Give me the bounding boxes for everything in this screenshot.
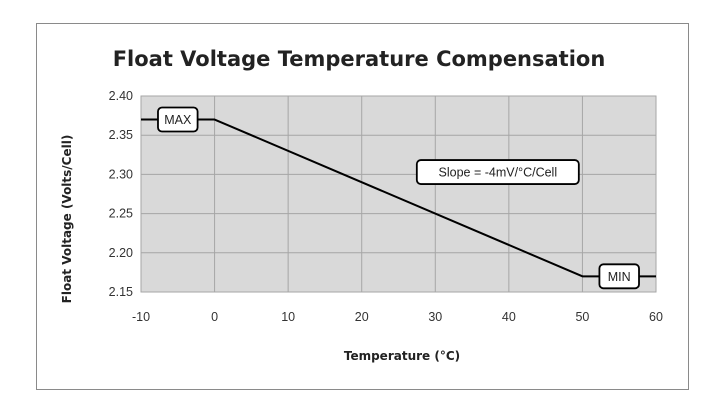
x-tick-label: 30 [428,310,442,324]
x-tick-label: 0 [211,310,218,324]
y-tick-labels: 2.40 2.35 2.30 2.25 2.20 2.15 [109,89,133,299]
plot-area [140,95,657,293]
annotations: MAX MIN Slope = -4mV/°C/Cell [157,106,640,290]
y-tick-label: 2.15 [109,285,133,299]
annotation-box [415,159,580,185]
annotation-label: Slope = -4mV/°C/Cell [439,166,558,180]
chart-title: Float Voltage Temperature Compensation [113,47,606,71]
x-gridlines [140,96,657,292]
x-tick-label: 10 [281,310,295,324]
chart-svg: Float Voltage Temperature Compensation 2… [60,47,663,363]
annotation-label: MIN [608,270,631,284]
y-tick-label: 2.25 [109,207,133,221]
x-tick-label: 40 [502,310,516,324]
x-tick-label: 20 [355,310,369,324]
chart-frame: Float Voltage Temperature Compensation 2… [36,23,689,390]
x-tick-labels: -10 0 10 20 30 40 50 60 [132,310,663,324]
annotation-box [157,106,199,133]
annotation-label: MAX [164,113,192,127]
x-axis-title: Temperature (°C) [344,349,460,363]
y-tick-label: 2.30 [109,167,133,181]
y-axis-title: Float Voltage (Volts/Cell) [60,135,74,304]
y-tick-label: 2.40 [109,89,133,103]
x-tick-label: 60 [649,310,663,324]
annotation-box [598,263,640,290]
y-tick-label: 2.20 [109,246,133,260]
y-gridlines [141,95,656,293]
y-tick-label: 2.35 [109,128,133,142]
x-tick-label: -10 [132,310,150,324]
x-tick-label: 50 [575,310,589,324]
